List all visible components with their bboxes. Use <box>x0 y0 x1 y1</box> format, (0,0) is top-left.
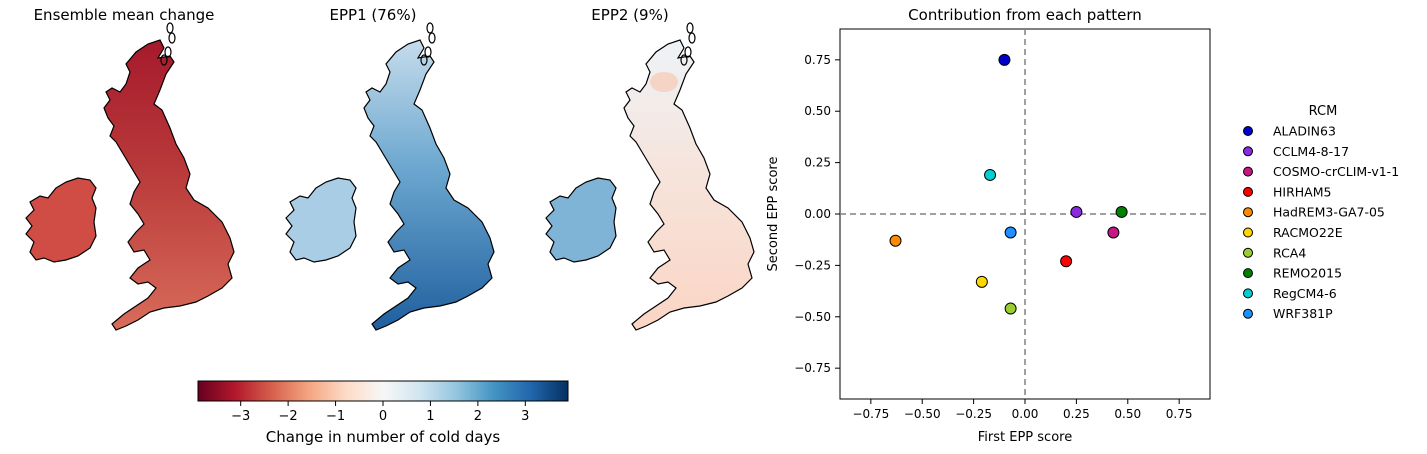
x-tick-label: 0.00 <box>1012 407 1039 421</box>
point-racmo22e <box>975 275 988 288</box>
point-wrf381p <box>1004 226 1017 239</box>
island-outline <box>164 46 172 58</box>
legend-label: ALADIN63 <box>1273 124 1336 139</box>
legend-label: RACMO22E <box>1273 225 1343 240</box>
legend-label: WRF381P <box>1273 306 1333 321</box>
legend-marker <box>1243 146 1253 157</box>
x-tick-label: −0.50 <box>904 407 941 421</box>
y-tick-label: −0.25 <box>794 258 831 272</box>
map-ensemble-mean <box>25 22 235 331</box>
legend-label: HadREM3-GA7-05 <box>1273 205 1385 220</box>
map-epp2 <box>545 22 755 331</box>
colorbar-tick-label: 2 <box>474 409 482 424</box>
colorbar-tick-label: 1 <box>426 409 434 424</box>
x-tick-label: −0.25 <box>955 407 992 421</box>
colorbar-tick-label: −3 <box>231 409 250 424</box>
point-hadrem3-ga7-05 <box>889 234 902 247</box>
island-outline <box>428 32 436 44</box>
legend-marker <box>1243 186 1253 197</box>
colorbar-ticks: −3 −2 −1 0 1 2 3 <box>231 401 529 424</box>
legend-label: COSMO-crCLIM-v1-1 <box>1273 164 1399 179</box>
legend-marker <box>1243 268 1253 279</box>
y-tick-label: 0.25 <box>804 156 831 170</box>
y-tick-label: 0.50 <box>804 104 831 118</box>
legend-marker <box>1243 207 1253 218</box>
colorbar: −3 −2 −1 0 1 2 3 Change in number of cold days <box>197 380 569 446</box>
legend: RCM ALADIN63 CCLM4-8-17 COSMO-crCLIM-v1-1 H… <box>1243 104 1399 321</box>
x-axis-label: First EPP score <box>978 430 1072 445</box>
legend-marker <box>1243 126 1253 136</box>
island-outline <box>688 32 696 44</box>
maps-figure <box>25 22 755 331</box>
legend-label: REMO2015 <box>1273 266 1342 281</box>
point-cclm4-8-17 <box>1070 205 1083 218</box>
point-cosmo-crclim-v1-1 <box>1107 226 1120 239</box>
y-tick-label: −0.50 <box>794 310 831 324</box>
colorbar-tick-label: −2 <box>279 409 298 424</box>
island-outline <box>686 22 694 34</box>
legend-label: CCLM4-8-17 <box>1273 144 1349 159</box>
legend-marker <box>1243 227 1253 238</box>
point-remo2015 <box>1115 205 1128 218</box>
colorbar-tick-label: −1 <box>326 409 345 424</box>
island-outline <box>160 54 168 66</box>
island-outline <box>680 54 688 66</box>
scatter-points <box>889 53 1128 315</box>
scotland-east-patch <box>650 72 678 92</box>
reference-lines <box>840 29 1210 399</box>
legend-marker <box>1243 288 1253 299</box>
legend-marker <box>1243 308 1253 319</box>
island-outline <box>424 46 432 58</box>
y-axis-label: Second EPP score <box>766 157 781 272</box>
legend-marker <box>1243 247 1253 258</box>
island-outline <box>426 22 434 34</box>
point-hirham5 <box>1060 255 1073 268</box>
y-tick-label: −0.75 <box>794 361 831 375</box>
x-tick-label: −0.75 <box>852 407 889 421</box>
island-outline <box>168 32 176 44</box>
colorbar-tick-label: 3 <box>521 409 529 424</box>
legend-label: RegCM4-6 <box>1273 286 1337 301</box>
map3-title: EPP2 (9%) <box>591 6 669 24</box>
scatter-title: Contribution from each pattern <box>908 6 1142 24</box>
map-epp1 <box>285 22 495 331</box>
island-outline <box>684 46 692 58</box>
legend-label: RCA4 <box>1273 245 1306 260</box>
legend-title: RCM <box>1309 104 1338 119</box>
x-tick-label: 0.50 <box>1114 407 1141 421</box>
island-outline <box>420 54 428 66</box>
point-regcm4-6 <box>984 168 997 181</box>
map1-title: Ensemble mean change <box>33 6 215 24</box>
map2-title: EPP1 (76%) <box>329 6 417 24</box>
point-aladin63 <box>998 53 1011 66</box>
x-axis-ticks: −0.75 −0.50 −0.25 0.00 0.25 0.50 0.75 <box>852 399 1193 421</box>
colorbar-label: Change in number of cold days <box>266 428 501 446</box>
point-rca4 <box>1004 302 1017 315</box>
y-axis-ticks: −0.75 −0.50 −0.25 0.00 0.25 0.50 0.75 <box>794 53 840 375</box>
y-tick-label: 0.00 <box>804 207 831 221</box>
y-tick-label: 0.75 <box>804 53 831 67</box>
colorbar-tick-label: 0 <box>379 409 387 424</box>
island-outline <box>166 22 174 34</box>
legend-label: HIRHAM5 <box>1273 184 1331 199</box>
x-tick-label: 0.25 <box>1063 407 1090 421</box>
x-tick-label: 0.75 <box>1166 407 1193 421</box>
legend-marker <box>1243 166 1253 177</box>
